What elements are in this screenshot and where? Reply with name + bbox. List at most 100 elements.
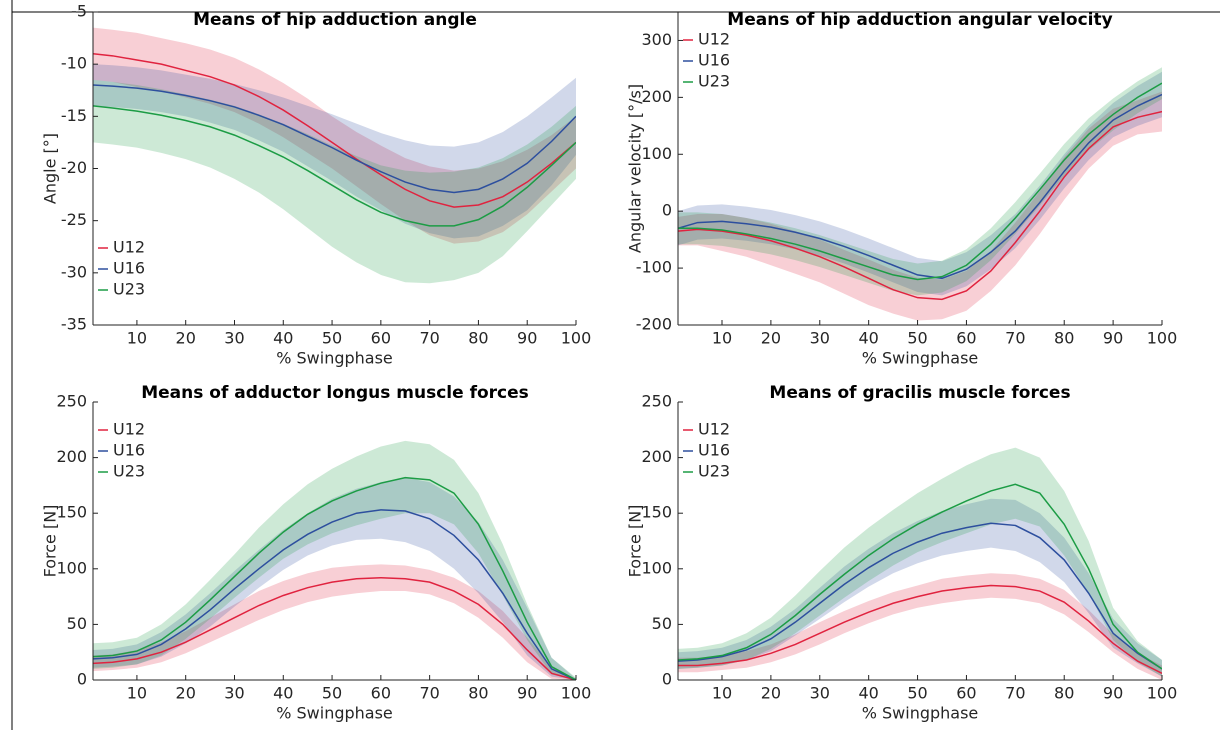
x-tick-label: 40 [273, 329, 293, 348]
line [678, 82, 1162, 281]
legend-label: U16 [113, 259, 145, 278]
plot-area [93, 440, 576, 680]
x-tick-label: 30 [224, 329, 244, 348]
x-axis-label: % Swingphase [276, 349, 393, 368]
line [678, 522, 1162, 670]
x-tick-label: 30 [810, 684, 830, 703]
legend-label: U12 [698, 30, 730, 49]
legend-label: U23 [113, 462, 145, 481]
x-tick-label: 70 [419, 329, 439, 348]
plot-area [93, 27, 576, 284]
x-tick-label: 90 [1103, 329, 1123, 348]
y-tick-label: 200 [641, 447, 672, 466]
y-tick-label: -20 [61, 158, 87, 177]
legend-label: U16 [698, 51, 730, 70]
band [678, 498, 1162, 677]
x-tick-label: 10 [127, 329, 147, 348]
chart-title: Means of adductor longus muscle forces [141, 383, 529, 403]
x-tick-label: 90 [517, 329, 537, 348]
x-tick-label: 10 [712, 684, 732, 703]
y-tick-label: -200 [636, 315, 672, 334]
chart-title: Means of hip adduction angle [193, 10, 477, 30]
x-tick-label: 80 [1054, 329, 1074, 348]
y-tick-label: 100 [641, 144, 672, 163]
band [93, 27, 576, 244]
x-tick-label: 20 [761, 684, 781, 703]
band [93, 79, 576, 284]
line [93, 576, 576, 680]
y-axis-label: Angular velocity [°/s] [626, 84, 645, 253]
x-tick-label: 100 [1147, 684, 1178, 703]
band [678, 91, 1162, 321]
band [678, 67, 1162, 296]
legend-label: U23 [113, 280, 145, 299]
line [678, 93, 1162, 280]
x-axis-label: % Swingphase [276, 704, 393, 723]
x-tick-label: 80 [1054, 684, 1074, 703]
y-tick-label: 250 [56, 392, 87, 411]
y-tick-label: -35 [61, 315, 87, 334]
chart-title: Means of hip adduction angular velocity [727, 10, 1112, 30]
legend-label: U12 [113, 420, 145, 439]
band [93, 477, 576, 680]
x-tick-label: 50 [322, 329, 342, 348]
line [678, 584, 1162, 674]
x-tick-label: 60 [956, 329, 976, 348]
y-tick-label: -5 [71, 2, 87, 21]
y-tick-label: -15 [61, 106, 87, 125]
x-tick-label: 80 [468, 684, 488, 703]
x-tick-label: 40 [858, 329, 878, 348]
y-tick-label: -10 [61, 54, 87, 73]
y-tick-label: 0 [662, 670, 672, 689]
y-tick-label: 150 [56, 503, 87, 522]
line [93, 509, 576, 680]
x-tick-label: 20 [176, 329, 196, 348]
x-tick-label: 60 [371, 684, 391, 703]
x-tick-label: 60 [371, 329, 391, 348]
y-tick-label: 150 [641, 503, 672, 522]
band [678, 573, 1162, 680]
line [93, 84, 576, 194]
legend-label: U12 [113, 238, 145, 257]
x-tick-label: 40 [858, 684, 878, 703]
x-tick-label: 40 [273, 684, 293, 703]
x-tick-label: 30 [224, 684, 244, 703]
x-tick-label: 100 [561, 684, 592, 703]
line [93, 476, 576, 680]
y-tick-label: 0 [662, 201, 672, 220]
y-tick-label: 0 [77, 670, 87, 689]
y-axis-label: Angle [°] [41, 133, 60, 204]
line [93, 105, 576, 227]
legend-label: U16 [113, 441, 145, 460]
y-tick-label: -30 [61, 262, 87, 281]
plot-area [678, 447, 1162, 680]
x-tick-label: 100 [561, 329, 592, 348]
y-axis-label: Force [N] [626, 505, 645, 578]
x-tick-label: 90 [517, 684, 537, 703]
x-tick-label: 90 [1103, 684, 1123, 703]
y-tick-label: 50 [67, 614, 87, 633]
x-tick-label: 80 [468, 329, 488, 348]
band [93, 64, 576, 239]
line [678, 483, 1162, 670]
y-tick-label: 100 [56, 558, 87, 577]
plot-area [678, 67, 1162, 321]
x-tick-label: 30 [810, 329, 830, 348]
band [678, 71, 1162, 296]
legend-label: U23 [698, 462, 730, 481]
y-tick-label: -100 [636, 258, 672, 277]
y-tick-label: 100 [641, 558, 672, 577]
line [93, 52, 576, 208]
x-axis-label: % Swingphase [862, 349, 979, 368]
x-tick-label: 60 [956, 684, 976, 703]
y-tick-label: 200 [641, 87, 672, 106]
legend-label: U23 [698, 72, 730, 91]
x-tick-label: 70 [419, 684, 439, 703]
legend-label: U12 [698, 420, 730, 439]
x-tick-label: 50 [322, 684, 342, 703]
x-tick-label: 20 [176, 684, 196, 703]
band [93, 564, 576, 680]
x-axis-label: % Swingphase [862, 704, 979, 723]
